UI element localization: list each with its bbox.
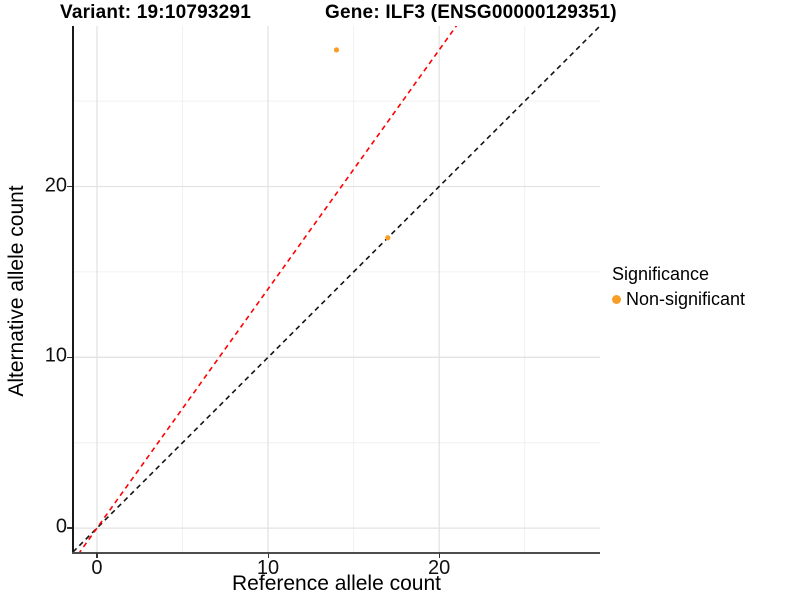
y-axis-title: Alternative allele count xyxy=(5,185,28,397)
y-tick-mark xyxy=(67,356,72,359)
x-tick-mark xyxy=(96,553,98,558)
plot-title-variant: Variant: 19:10793291 xyxy=(60,2,251,23)
legend-item-label: Non-significant xyxy=(626,289,746,309)
y-tick-label: 20 xyxy=(44,173,67,196)
y-tick-label: 0 xyxy=(55,515,67,538)
y-tick-mark xyxy=(67,527,72,529)
legend-item: Non-significant xyxy=(612,289,745,310)
data-point xyxy=(333,47,340,53)
legend-title: Significance xyxy=(612,264,710,284)
chart-panel xyxy=(73,26,600,552)
x-tick-mark xyxy=(267,553,270,558)
data-point xyxy=(385,235,391,241)
legend-items: Non-significant xyxy=(612,289,745,310)
x-axis-line xyxy=(72,552,600,554)
legend: Significance Non-significant xyxy=(612,264,745,310)
reference-line-identity-1-to-1 xyxy=(73,26,600,552)
legend-point-icon xyxy=(612,295,621,304)
chart-svg xyxy=(73,26,600,552)
x-tick-label: 0 xyxy=(91,557,103,579)
x-tick-mark xyxy=(438,553,441,558)
y-tick-label: 10 xyxy=(44,344,67,367)
x-axis-title: Reference allele count xyxy=(232,572,441,595)
y-axis-line xyxy=(72,26,74,553)
x-tick-label: 20 xyxy=(428,557,451,579)
reference-line-expected-ratio xyxy=(78,26,458,552)
x-tick-label: 10 xyxy=(256,557,280,579)
y-tick-mark xyxy=(67,185,72,188)
plot-title-gene: Gene: ILF3 (ENSG00000129351) xyxy=(325,2,617,23)
